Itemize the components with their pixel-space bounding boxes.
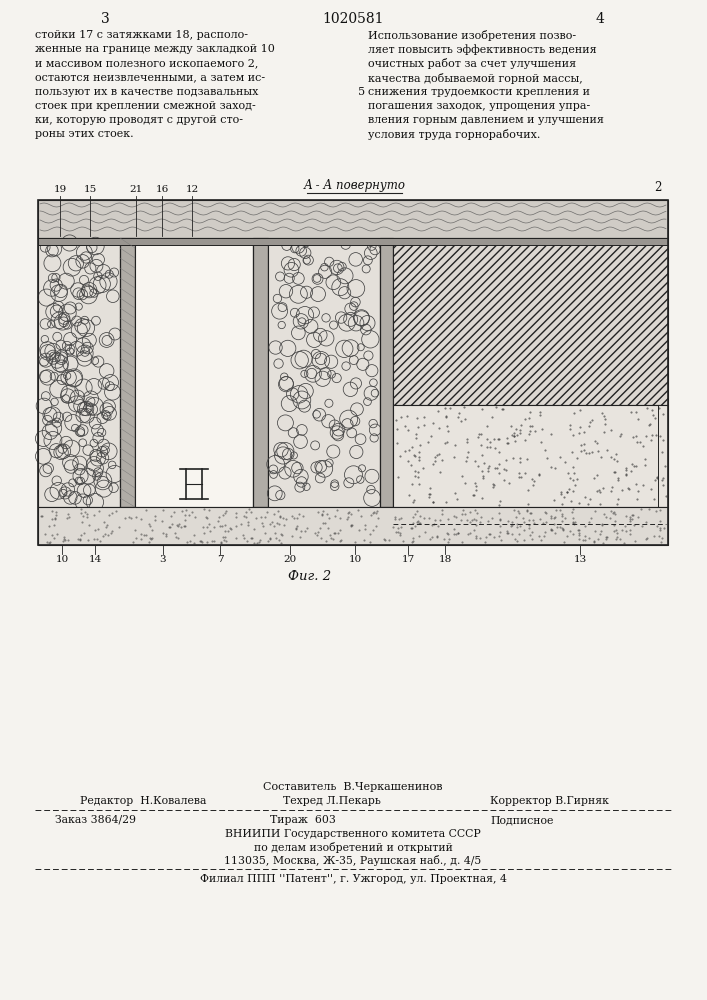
Bar	[380, 238, 393, 507]
Text: 1020581: 1020581	[322, 12, 384, 26]
Bar	[38, 200, 668, 545]
Text: качества добываемой горной массы,: качества добываемой горной массы,	[368, 73, 583, 84]
Bar	[120, 238, 135, 507]
Text: Тираж  603: Тираж 603	[270, 815, 336, 825]
Text: 3: 3	[100, 12, 110, 26]
Text: и массивом полезного ископаемого 2,: и массивом полезного ископаемого 2,	[35, 58, 258, 68]
Text: 113035, Москва, Ж-35, Раушская наб., д. 4/5: 113035, Москва, Ж-35, Раушская наб., д. …	[224, 855, 481, 866]
Text: 19: 19	[53, 185, 66, 194]
Bar	[393, 405, 668, 507]
Text: 10: 10	[349, 555, 361, 564]
Text: Подписное: Подписное	[490, 815, 554, 825]
Text: Фиг. 2: Фиг. 2	[288, 570, 332, 583]
Text: стоек при креплении смежной заход-: стоек при креплении смежной заход-	[35, 101, 256, 111]
Bar	[135, 238, 253, 507]
Text: Филиал ППП ''Патент'', г. Ужгород, ул. Проектная, 4: Филиал ППП ''Патент'', г. Ужгород, ул. П…	[199, 874, 506, 884]
Text: стойки 17 с затяжками 18, располо-: стойки 17 с затяжками 18, располо-	[35, 30, 248, 40]
Text: Техред Л.Пекарь: Техред Л.Пекарь	[283, 796, 381, 806]
Text: 20: 20	[284, 555, 297, 564]
Text: 18: 18	[438, 555, 452, 564]
Text: 21: 21	[129, 185, 143, 194]
Text: ки, которую проводят с другой сто-: ки, которую проводят с другой сто-	[35, 115, 243, 125]
Text: ляет повысить эффективность ведения: ляет повысить эффективность ведения	[368, 44, 597, 55]
Text: 7: 7	[216, 555, 223, 564]
Text: 2: 2	[654, 181, 662, 194]
Text: остаются неизвлеченными, а затем ис-: остаются неизвлеченными, а затем ис-	[35, 73, 265, 83]
Text: Использование изобретения позво-: Использование изобретения позво-	[368, 30, 576, 41]
Text: условия труда горнорабочих.: условия труда горнорабочих.	[368, 129, 540, 140]
Bar	[38, 507, 668, 545]
Text: пользуют их в качестве подзавальных: пользуют их в качестве подзавальных	[35, 87, 258, 97]
Text: вления горным давлением и улучшения: вления горным давлением и улучшения	[368, 115, 604, 125]
Text: 4: 4	[595, 12, 604, 26]
Bar	[38, 200, 668, 238]
Text: очистных работ за счет улучшения: очистных работ за счет улучшения	[368, 58, 576, 69]
Text: Составитель  В.Черкашенинов: Составитель В.Черкашенинов	[263, 782, 443, 792]
Bar	[38, 238, 120, 507]
Bar	[38, 238, 668, 245]
Text: погашения заходок, упрощения упра-: погашения заходок, упрощения упра-	[368, 101, 590, 111]
Text: по делам изобретений и открытий: по делам изобретений и открытий	[254, 842, 452, 853]
Text: женные на границе между закладкой 10: женные на границе между закладкой 10	[35, 44, 275, 54]
Text: Редактор  Н.Ковалева: Редактор Н.Ковалева	[80, 796, 206, 806]
Text: ВНИИПИ Государственного комитета СССР: ВНИИПИ Государственного комитета СССР	[225, 829, 481, 839]
Text: Корректор В.Гирняк: Корректор В.Гирняк	[490, 796, 609, 806]
Text: 14: 14	[88, 555, 102, 564]
Bar	[268, 238, 380, 507]
Text: А - А повернуто: А - А повернуто	[304, 179, 406, 192]
Text: 10: 10	[55, 555, 69, 564]
Bar	[393, 238, 668, 405]
Text: 16: 16	[156, 185, 169, 194]
Bar	[253, 238, 268, 507]
Text: 3: 3	[160, 555, 166, 564]
Text: снижения трудоемкости крепления и: снижения трудоемкости крепления и	[368, 87, 590, 97]
Text: 15: 15	[83, 185, 97, 194]
Text: 12: 12	[185, 185, 199, 194]
Text: 13: 13	[573, 555, 587, 564]
Text: роны этих стоек.: роны этих стоек.	[35, 129, 134, 139]
Text: 17: 17	[402, 555, 414, 564]
Text: Заказ 3864/29: Заказ 3864/29	[55, 815, 136, 825]
Text: 5: 5	[358, 87, 365, 97]
